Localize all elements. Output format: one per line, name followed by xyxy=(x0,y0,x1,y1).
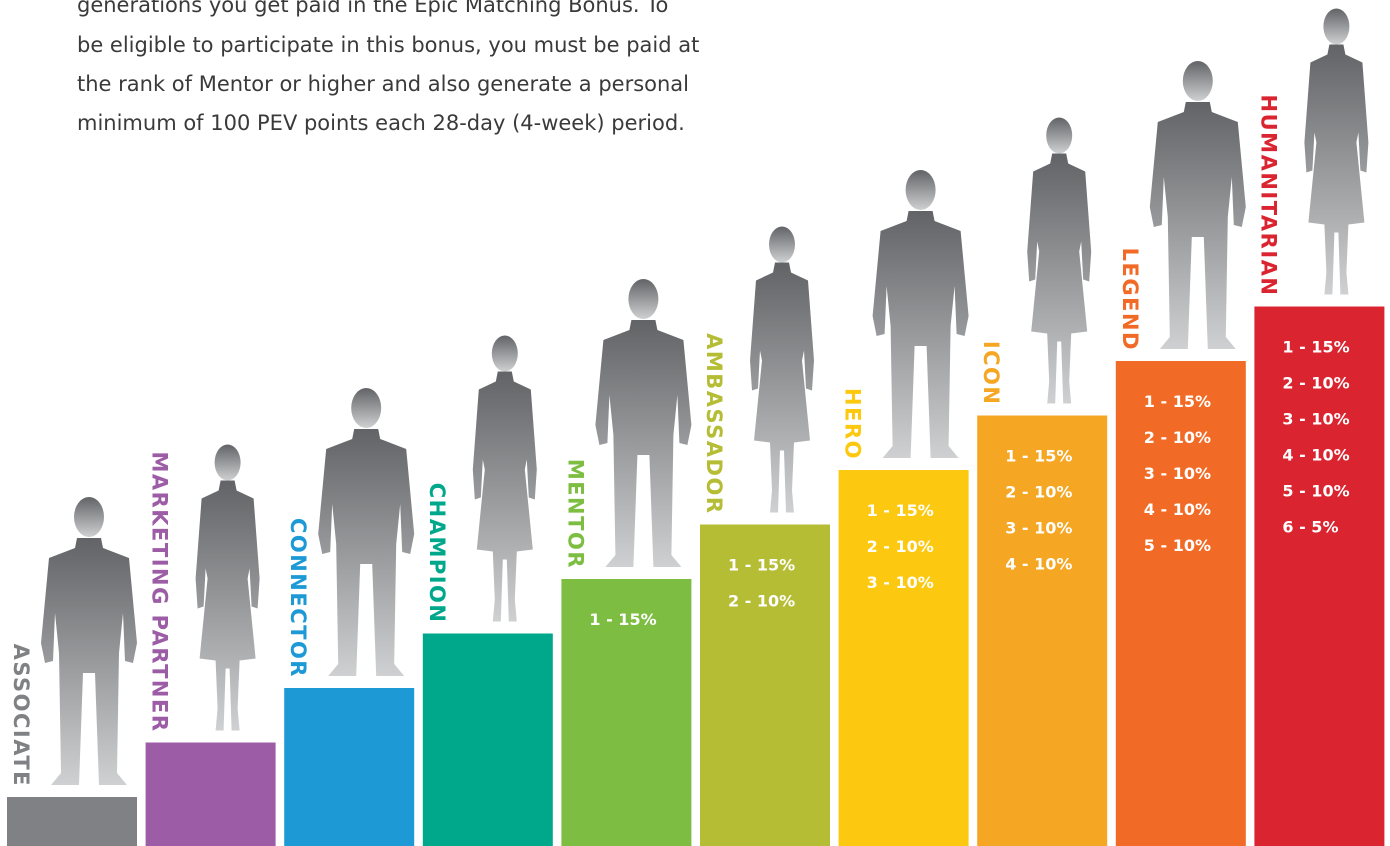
rank-level: 1 - 15% xyxy=(1005,447,1072,466)
rank-level: 4 - 10% xyxy=(1005,555,1072,574)
rank-level: 3 - 10% xyxy=(867,573,934,592)
rank-level: 1 - 15% xyxy=(1282,338,1349,357)
silhouette xyxy=(41,497,137,785)
rank-step xyxy=(284,688,414,846)
rank-name: MENTOR xyxy=(563,459,587,569)
rank-name: ICON xyxy=(979,341,1003,406)
rank-level: 3 - 10% xyxy=(1005,519,1072,538)
rank-level: 3 - 10% xyxy=(1144,464,1211,483)
rank-name: CHAMPION xyxy=(425,483,449,624)
rank: LEGEND 1 - 15% 2 - 10% 3 - 10% 4 - 10% 5 - 10… xyxy=(1116,61,1246,846)
rank-level: 1 - 15% xyxy=(589,610,656,629)
silhouette-body xyxy=(196,481,260,731)
silhouette-body xyxy=(595,320,691,567)
silhouette-body xyxy=(1150,102,1246,349)
rank-name: ASSOCIATE xyxy=(9,644,33,787)
rank-name: HUMANITARIAN xyxy=(1256,95,1280,297)
silhouette xyxy=(750,227,814,513)
rank-level: 2 - 10% xyxy=(728,592,795,611)
rank-level: 5 - 10% xyxy=(1144,536,1211,555)
silhouette-body xyxy=(873,211,969,458)
silhouette-head xyxy=(74,497,104,537)
silhouette-body xyxy=(1027,154,1091,404)
rank-step xyxy=(7,797,137,846)
infographic: generations you get paid in the Epic Mat… xyxy=(0,0,1390,846)
rank-level: 4 - 10% xyxy=(1282,446,1349,465)
silhouette-body xyxy=(750,263,814,513)
rank-step xyxy=(977,416,1107,846)
silhouette-head xyxy=(906,170,936,210)
rank-level: 2 - 10% xyxy=(1144,428,1211,447)
silhouette xyxy=(1304,9,1368,295)
silhouette-body xyxy=(41,538,137,785)
rank-level: 4 - 10% xyxy=(1144,500,1211,519)
intro-line: be eligible to participate in this bonus… xyxy=(77,33,699,57)
silhouette xyxy=(873,170,969,458)
silhouette-head xyxy=(215,445,241,481)
rank-level: 2 - 10% xyxy=(867,537,934,556)
rank-level: 2 - 10% xyxy=(1282,374,1349,393)
rank: HERO 1 - 15% 2 - 10% 3 - 10% xyxy=(839,170,969,846)
rank: CONNECTOR xyxy=(284,388,414,846)
rank-name: MARKETING PARTNER xyxy=(148,451,172,732)
rank: AMBASSADOR 1 - 15% 2 - 10% xyxy=(700,227,830,846)
intro-line: the rank of Mentor or higher and also ge… xyxy=(77,72,689,96)
rank-level: 6 - 5% xyxy=(1282,518,1338,537)
rank-name: CONNECTOR xyxy=(286,518,310,678)
silhouette xyxy=(196,445,260,731)
intro-line: generations you get paid in the Epic Mat… xyxy=(77,0,668,17)
silhouette xyxy=(318,388,414,676)
rank-level: 1 - 15% xyxy=(728,556,795,575)
silhouette-head xyxy=(1183,61,1213,101)
rank-step xyxy=(146,743,276,846)
silhouette xyxy=(1027,118,1091,404)
silhouette-head xyxy=(628,279,658,319)
rank: HUMANITARIAN 1 - 15% 2 - 10% 3 - 10% 4 - 10%… xyxy=(1254,9,1384,846)
rank: ICON 1 - 15% 2 - 10% 3 - 10% 4 - 10% xyxy=(977,118,1107,846)
silhouette xyxy=(595,279,691,567)
silhouette-head xyxy=(492,336,518,372)
silhouette-head xyxy=(1323,9,1349,45)
silhouette-body xyxy=(473,372,537,622)
rank-step xyxy=(839,470,969,846)
rank-step xyxy=(423,634,553,846)
silhouette-body xyxy=(1304,45,1368,295)
rank-level: 5 - 10% xyxy=(1282,482,1349,501)
rank: CHAMPION xyxy=(423,336,553,846)
rank-level: 1 - 15% xyxy=(867,501,934,520)
rank-level: 2 - 10% xyxy=(1005,483,1072,502)
silhouette-head xyxy=(769,227,795,263)
rank-level: 3 - 10% xyxy=(1282,410,1349,429)
silhouette xyxy=(1150,61,1246,349)
rank-name: LEGEND xyxy=(1118,248,1142,351)
rank-level: 1 - 15% xyxy=(1144,392,1211,411)
silhouette-head xyxy=(351,388,381,428)
silhouette xyxy=(473,336,537,622)
silhouette-head xyxy=(1046,118,1072,154)
intro: generations you get paid in the Epic Mat… xyxy=(77,0,699,135)
silhouette-body xyxy=(318,429,414,676)
rank-name: HERO xyxy=(841,388,865,460)
rank: ASSOCIATE xyxy=(7,497,137,846)
intro-line: minimum of 100 PEV points each 28-day (4… xyxy=(77,111,685,135)
rank: MARKETING PARTNER xyxy=(146,445,276,846)
rank-name: AMBASSADOR xyxy=(702,333,726,514)
rank: MENTOR 1 - 15% xyxy=(561,279,691,846)
